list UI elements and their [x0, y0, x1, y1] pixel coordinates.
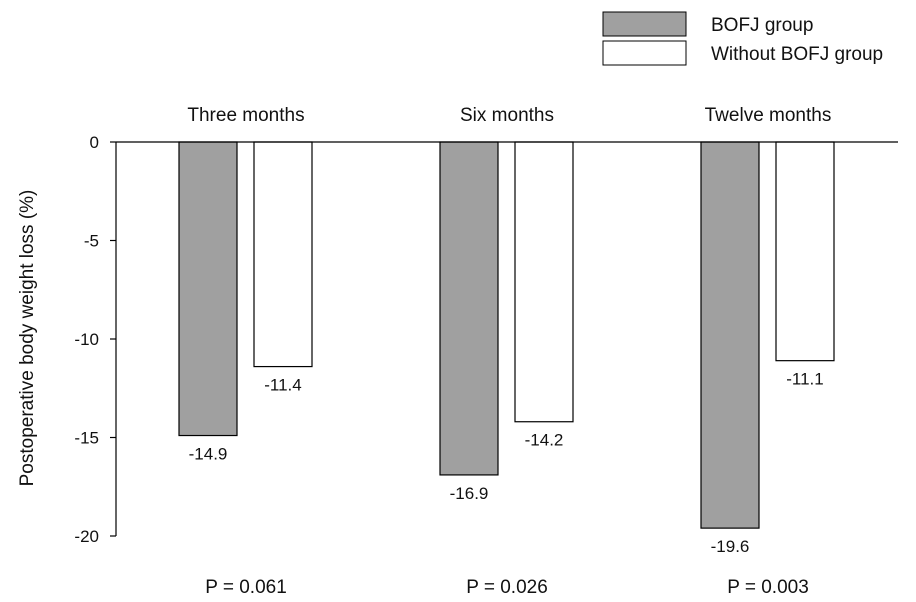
- category-label-twelve-months: Twelve months: [705, 105, 832, 126]
- y-tick-label: 0: [90, 133, 99, 152]
- y-tick-label: -20: [74, 527, 99, 546]
- bar-bofj-group-six-months: [439, 141, 499, 476]
- y-tick-label: -15: [74, 429, 99, 448]
- data-label-bofj-group-six-months: -16.9: [450, 484, 489, 503]
- data-label-bofj-group-three-months: -14.9: [189, 445, 228, 464]
- data-label-bofj-group-twelve-months: -19.6: [711, 537, 750, 556]
- legend-swatch-without-bofj-group: [602, 40, 687, 66]
- category-labels: Three months Six months Twelve months: [187, 105, 831, 126]
- p-value-twelve-months: P = 0.003: [727, 577, 809, 597]
- p-value-three-months: P = 0.061: [205, 577, 287, 597]
- y-axis: 0 -5 -10 -15 -20: [74, 133, 117, 546]
- bar-without-bofj-group-twelve-months: [775, 141, 835, 362]
- bars: [178, 141, 835, 529]
- data-label-without-bofj-group-six-months: -14.2: [525, 431, 564, 450]
- bar-bofj-group-three-months: [178, 141, 238, 437]
- legend-label-bofj-group: BOFJ group: [711, 15, 813, 36]
- value-labels: -14.9 -16.9 -19.6 -11.4 -14.2 -11.1: [189, 370, 824, 556]
- category-label-three-months: Three months: [187, 105, 304, 126]
- y-axis-label: Postoperative body weight loss (%): [17, 190, 38, 487]
- legend-swatch-bofj-group: [602, 11, 687, 37]
- legend: BOFJ group Without BOFJ group: [602, 11, 883, 66]
- bar-without-bofj-group-three-months: [253, 141, 313, 368]
- legend-label-without-bofj-group: Without BOFJ group: [711, 44, 883, 65]
- data-label-without-bofj-group-three-months: -11.4: [264, 376, 302, 395]
- y-tick-label: -10: [74, 330, 99, 349]
- bar-without-bofj-group-six-months: [514, 141, 574, 423]
- bar-bofj-group-twelve-months: [700, 141, 760, 529]
- p-value-six-months: P = 0.026: [466, 577, 548, 597]
- y-tick-label: -5: [84, 232, 99, 251]
- category-label-six-months: Six months: [460, 105, 554, 126]
- data-label-without-bofj-group-twelve-months: -11.1: [786, 370, 824, 389]
- p-value-labels: P = 0.061 P = 0.026 P = 0.003: [205, 577, 809, 598]
